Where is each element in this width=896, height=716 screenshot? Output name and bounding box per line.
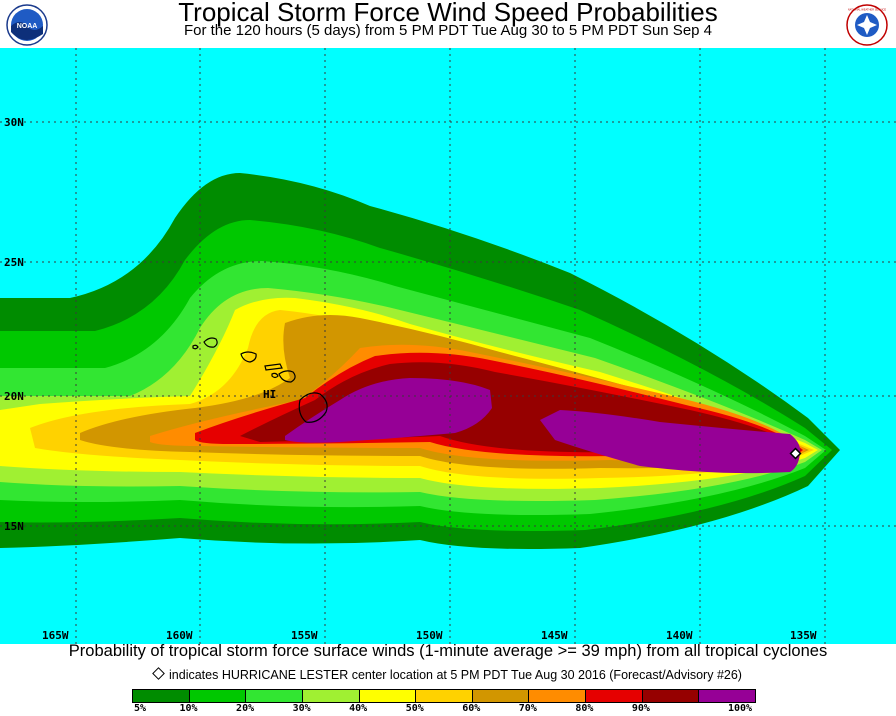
island-maui — [278, 370, 296, 383]
island-big-island — [298, 392, 328, 423]
lon-label-150w: 150W — [416, 629, 443, 642]
hawaii-label: HI — [263, 388, 276, 401]
contour-100pct-east — [540, 410, 800, 474]
legend-swatch — [133, 690, 190, 702]
island-kauai — [203, 337, 218, 348]
page-title: Tropical Storm Force Wind Speed Probabil… — [178, 0, 718, 27]
nws-logo-icon: NATIONAL WEATHER SERVICE — [846, 4, 888, 46]
legend-label: 80% — [575, 703, 594, 714]
legend-swatch — [472, 690, 530, 702]
storm-note: indicates HURRICANE LESTER center locati… — [0, 667, 896, 682]
header: NOAA Tropical Storm Force Wind Speed Pro… — [0, 0, 896, 48]
legend-label: 60% — [462, 703, 481, 714]
lon-label-165w: 165W — [42, 629, 69, 642]
map-caption: Probability of tropical storm force surf… — [68, 642, 828, 660]
legend-swatch — [359, 690, 417, 702]
probability-map: 30N 25N 20N 15N 165W 160W 155W 150W 145W… — [0, 48, 896, 644]
storm-note-text: indicates HURRICANE LESTER center locati… — [169, 668, 742, 682]
contour-100pct-west — [285, 378, 492, 443]
legend-label: 10% — [179, 703, 198, 714]
legend-label: 90% — [631, 703, 650, 714]
island-oahu — [240, 351, 257, 363]
legend-label: 70% — [518, 703, 537, 714]
legend-label: 40% — [349, 703, 368, 714]
legend-swatch — [246, 690, 303, 702]
legend-swatch — [529, 690, 587, 702]
lat-label-20n: 20N — [4, 390, 24, 403]
svg-text:NOAA: NOAA — [17, 23, 38, 30]
legend-label: 30% — [292, 703, 311, 714]
noaa-logo-icon: NOAA — [6, 4, 48, 46]
legend-label: 20% — [236, 703, 255, 714]
storm-center-marker — [789, 447, 802, 460]
lon-label-160w: 160W — [166, 629, 193, 642]
page-subtitle: For the 120 hours (5 days) from 5 PM PDT… — [183, 22, 713, 39]
diamond-icon — [152, 667, 165, 680]
footer: Probability of tropical storm force surf… — [0, 642, 896, 716]
legend-swatch — [189, 690, 247, 702]
legend-label: 50% — [405, 703, 424, 714]
legend-swatch — [699, 690, 756, 702]
lon-label-155w: 155W — [291, 629, 318, 642]
lat-label-15n: 15N — [4, 520, 24, 533]
island-molokai — [264, 363, 283, 371]
lon-label-145w: 145W — [541, 629, 568, 642]
hawaiian-islands — [192, 337, 328, 423]
lat-label-25n: 25N — [4, 256, 24, 269]
diamond-icon — [789, 447, 802, 460]
island-lanai — [271, 372, 279, 379]
svg-text:NATIONAL WEATHER SERVICE: NATIONAL WEATHER SERVICE — [848, 8, 887, 12]
island-niihau — [192, 344, 199, 350]
probability-legend — [132, 689, 756, 703]
legend-swatch — [586, 690, 643, 702]
legend-swatch — [302, 690, 360, 702]
legend-label: 5% — [133, 703, 147, 714]
lon-label-135w: 135W — [790, 629, 817, 642]
legend-label: 100% — [727, 703, 753, 714]
legend-swatch — [416, 690, 473, 702]
legend-swatch — [642, 690, 700, 702]
lat-label-30n: 30N — [4, 116, 24, 129]
lon-label-140w: 140W — [666, 629, 693, 642]
